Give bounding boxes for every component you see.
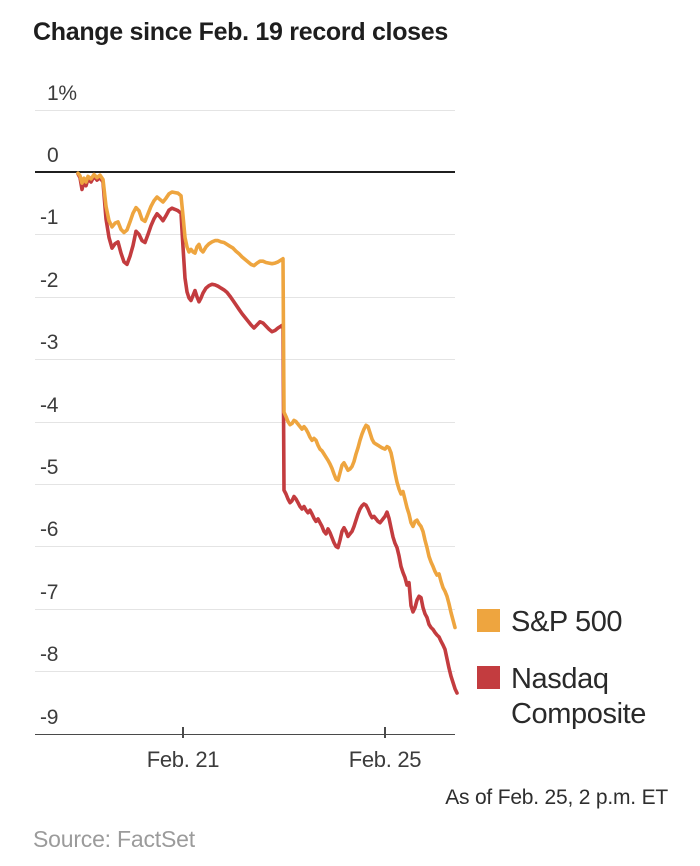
x-axis-tick bbox=[384, 726, 386, 738]
gridline bbox=[35, 296, 455, 298]
zero-baseline bbox=[35, 171, 455, 173]
gridline bbox=[35, 234, 455, 236]
as-of-note: As of Feb. 25, 2 p.m. ET bbox=[445, 786, 668, 809]
gridline bbox=[35, 484, 455, 485]
plot-area: 1% 0 -1 -2 -3 -4 -5 -6 -7 -8 -9 Feb. 21 Feb. 25 bbox=[35, 81, 459, 772]
source-note: Source: FactSet bbox=[33, 826, 195, 852]
series-line-nasdaq-composite bbox=[76, 172, 459, 695]
y-axis-label: -2 bbox=[40, 268, 59, 292]
legend-label-nasdaq: Nasdaq Composite bbox=[511, 663, 647, 730]
y-axis-label: -5 bbox=[40, 456, 59, 479]
y-axis-label: -6 bbox=[40, 518, 59, 542]
y-axis-label: -1 bbox=[40, 206, 59, 230]
y-axis-label: 0 bbox=[47, 144, 59, 167]
legend-label-sp500: S&P 500 bbox=[511, 606, 623, 638]
gridline bbox=[35, 546, 455, 548]
y-axis-label: -8 bbox=[40, 643, 59, 667]
x-axis-tick bbox=[182, 726, 184, 738]
nasdaq-swatch-icon bbox=[477, 666, 500, 689]
legend-item-nasdaq: Nasdaq Composite bbox=[477, 662, 677, 732]
series-line-s-p-500 bbox=[76, 171, 457, 630]
x-axis-label: Feb. 25 bbox=[348, 746, 422, 772]
y-axis-label: -4 bbox=[40, 393, 59, 417]
legend-item-sp500: S&P 500 bbox=[477, 605, 677, 640]
gridline bbox=[35, 608, 455, 610]
gridline bbox=[35, 109, 455, 111]
chart-title: Change since Feb. 19 record closes bbox=[33, 18, 448, 46]
series-svg bbox=[76, 171, 459, 695]
x-axis-label: Feb. 21 bbox=[146, 746, 220, 772]
sp500-swatch-icon bbox=[477, 609, 500, 632]
x-axis-line bbox=[35, 733, 455, 735]
y-axis-label: -7 bbox=[40, 580, 59, 604]
y-axis-label: -9 bbox=[40, 705, 59, 729]
legend: S&P 500 Nasdaq Composite bbox=[477, 605, 677, 754]
y-axis-label: -3 bbox=[40, 331, 59, 355]
gridline bbox=[35, 671, 455, 673]
y-axis-label: 1% bbox=[47, 81, 77, 105]
gridline bbox=[35, 421, 455, 423]
gridline bbox=[35, 359, 455, 361]
